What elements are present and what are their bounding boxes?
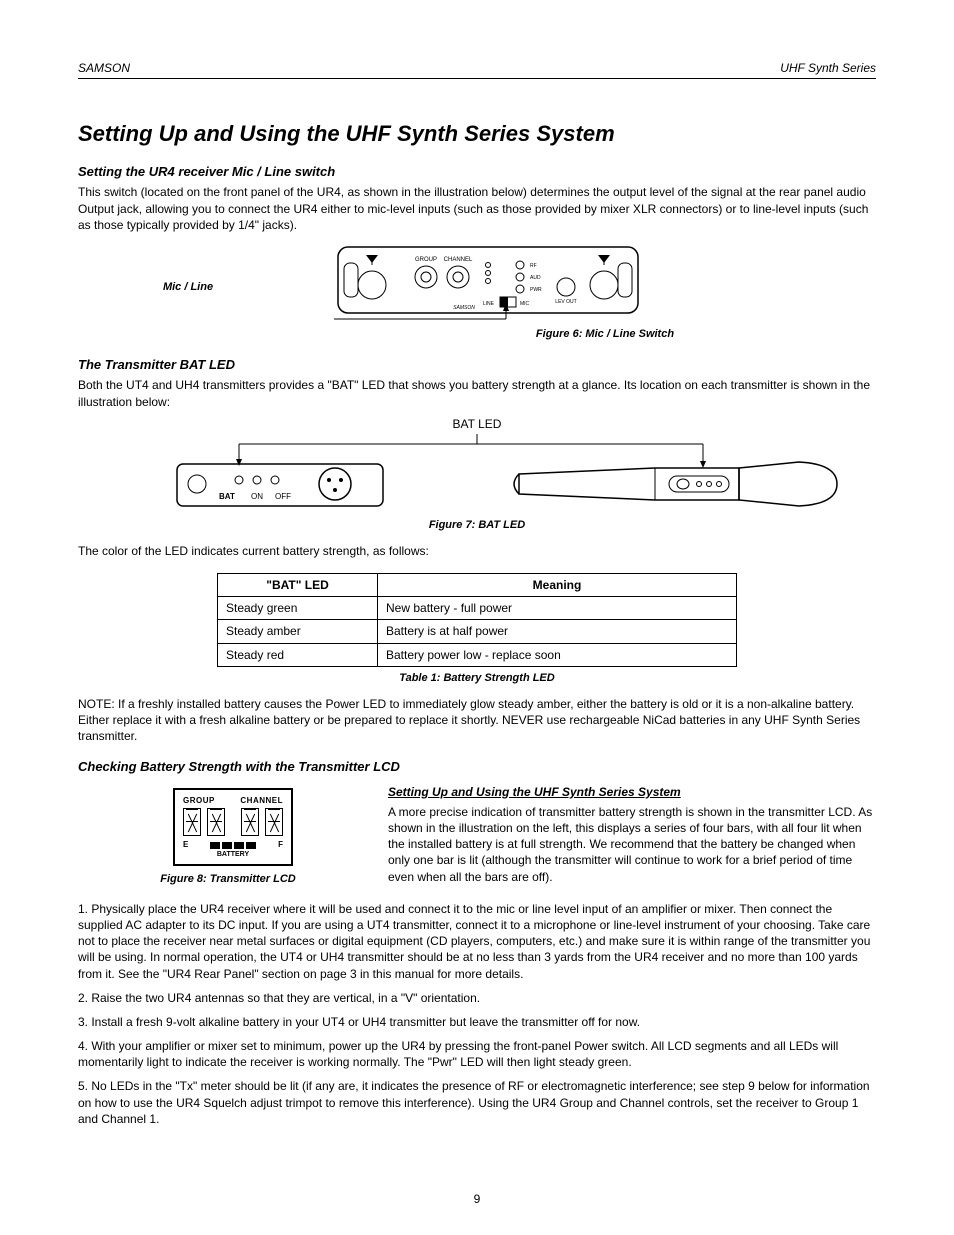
seg-digit [183,808,201,836]
table1-caption: Table 1: Battery Strength LED [78,671,876,686]
svg-text:AUD: AUD [530,275,541,281]
battery-table: "BAT" LED Meaning Steady green New batte… [217,573,737,667]
svg-text:RF: RF [530,263,537,269]
cell: New battery - full power [378,597,737,620]
svg-text:ON: ON [251,492,263,501]
cell: Steady red [218,643,378,666]
lcd-diagram: GROUP CHANNEL E F BATTERY [173,788,293,866]
header-right: UHF Synth Series [780,60,876,76]
lcd-heading: Checking Battery Strength with the Trans… [78,758,876,776]
svg-text:PWR: PWR [530,287,542,293]
svg-text:OFF: OFF [275,492,291,501]
figure7-caption: Figure 7: BAT LED [78,518,876,533]
cell: Battery is at half power [378,620,737,643]
seg-digit [265,808,283,836]
figure7-wrap: BAT LED BAT ON OFF [78,416,876,533]
seg-digit [207,808,225,836]
step-4: 4. With your amplifier or mixer set to m… [78,1038,876,1070]
mic-line-heading: Setting the UR4 receiver Mic / Line swit… [78,163,876,181]
step-1: 1. Physically place the UR4 receiver whe… [78,901,876,982]
th-batled: "BAT" LED [218,573,378,596]
lcd-e: E [183,840,188,851]
bat-table-intro: The color of the LED indicates current b… [78,543,876,559]
bat-heading: The Transmitter BAT LED [78,356,876,374]
bat-text: Both the UT4 and UH4 transmitters provid… [78,377,876,409]
page-header: SAMSON UHF Synth Series [78,60,876,79]
lcd-figure-col: GROUP CHANNEL E F BATTERY Figure 8: Tran… [78,784,378,889]
step-2: 2. Raise the two UR4 antennas so that th… [78,990,876,1006]
cell: Steady green [218,597,378,620]
svg-text:SAMSON: SAMSON [453,305,475,311]
lcd-text-col: Setting Up and Using the UHF Synth Serie… [378,784,876,889]
seg-digit [241,808,259,836]
table-row: Steady green New battery - full power [218,597,737,620]
figure6-caption: Figure 6: Mic / Line Switch [334,327,876,342]
svg-text:CHANNEL: CHANNEL [444,257,473,263]
cell: Battery power low - replace soon [378,643,737,666]
svg-text:BAT: BAT [219,492,235,501]
svg-text:GROUP: GROUP [415,257,437,263]
lcd-label-channel: CHANNEL [240,796,283,807]
battery-bars [210,842,256,849]
lcd-bat-label: BATTERY [183,850,283,859]
page-number: 9 [0,1191,954,1207]
svg-text:MIC: MIC [520,301,530,307]
bat-note: NOTE: If a freshly installed battery cau… [78,696,876,745]
table-row: Steady amber Battery is at half power [218,620,737,643]
receiver-panel-diagram: GROUP CHANNEL RF AUD PWR LINE MIC LEV OU… [334,241,644,323]
bat-led-label: BAT LED [78,416,876,432]
cell: Steady amber [218,620,378,643]
figure6-left-label: Mic / Line [78,241,298,295]
table-row: Steady red Battery power low - replace s… [218,643,737,666]
table-header-row: "BAT" LED Meaning [218,573,737,596]
figure6-box: GROUP CHANNEL RF AUD PWR LINE MIC LEV OU… [334,241,876,342]
page-title: Setting Up and Using the UHF Synth Serie… [78,119,876,149]
header-left: SAMSON [78,60,130,76]
svg-text:LINE: LINE [483,301,495,307]
svg-text:LEV OUT: LEV OUT [555,299,576,305]
mic-line-text: This switch (located on the front panel … [78,184,876,233]
figure8-caption: Figure 8: Transmitter LCD [78,872,378,887]
th-meaning: Meaning [378,573,737,596]
lcd-para: A more precise indication of transmitter… [388,804,876,885]
lcd-label-group: GROUP [183,796,215,807]
step-5: 5. No LEDs in the "Tx" meter should be l… [78,1078,876,1127]
setup-underline-heading: Setting Up and Using the UHF Synth Serie… [388,784,876,800]
step-3: 3. Install a fresh 9-volt alkaline batte… [78,1014,876,1030]
figure6-row: Mic / Line GROUP CHANNEL [78,241,876,342]
lcd-f: F [278,840,283,851]
transmitters-diagram: BAT ON OFF [79,434,875,512]
